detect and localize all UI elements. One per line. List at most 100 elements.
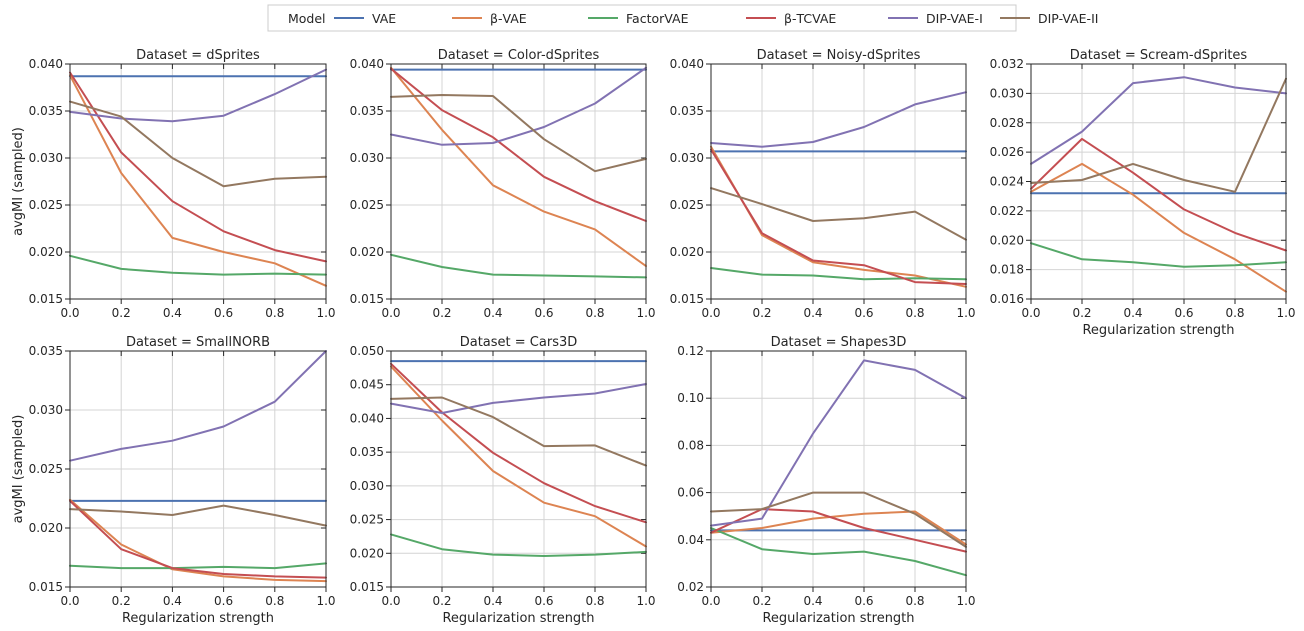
plot-frame [710,350,967,588]
series-line--vae [69,74,327,287]
series-line--tcvae [710,148,967,285]
legend-entry: DIP-VAE-I [926,11,983,26]
y-tick-label: 0.030 [670,151,704,165]
series-line--tcvae [390,67,647,222]
x-tick-label: 1.0 [316,306,335,320]
series-line--vae [69,498,327,583]
y-tick-label: 0.020 [670,245,704,259]
y-tick-label: 0.030 [29,403,63,417]
y-tick-label: 0.020 [990,233,1024,247]
y-tick-label: 0.045 [350,378,384,392]
series-line-dip-vae-i [1030,76,1287,165]
series-line-factorvae [710,267,967,281]
x-tick-label: 0.6 [534,306,553,320]
y-tick-label: 0.040 [350,411,384,425]
plot-frame [710,63,967,300]
x-tick-label: 0.4 [1123,306,1142,320]
x-tick-label: 0.0 [60,306,79,320]
y-tick-label: 0.040 [29,57,63,71]
series-line-dip-vae-i [390,383,647,414]
x-tick-label: 0.8 [905,306,924,320]
series-line-dip-vae-ii [390,396,647,467]
series-line-dip-vae-i [710,91,967,148]
y-tick-label: 0.035 [29,104,63,118]
y-tick-label: 0.035 [670,104,704,118]
series-line--tcvae [69,499,327,579]
series-line--vae [710,145,967,288]
plot-frame [390,63,647,300]
legend-entry: DIP-VAE-II [1038,11,1098,26]
y-tick-label: 0.035 [350,104,384,118]
series-line-dip-vae-i [69,68,327,123]
x-tick-label: 0.8 [265,594,284,608]
y-tick-label: 0.018 [990,263,1024,277]
y-tick-label: 0.04 [677,533,704,547]
y-tick-label: 0.015 [670,292,704,306]
y-tick-label: 0.035 [350,445,384,459]
y-tick-label: 0.032 [990,57,1024,71]
series-line--tcvae [69,71,327,263]
y-tick-label: 0.08 [677,438,704,452]
series-line--vae [390,66,647,268]
x-tick-label: 0.8 [1225,306,1244,320]
series-line-dip-vae-i [390,66,647,146]
x-axis-label: Regularization strength [442,611,594,626]
y-tick-label: 0.022 [990,204,1024,218]
series-line-dip-vae-i [69,350,327,462]
x-tick-label: 0.6 [854,594,873,608]
series-line-dip-vae-ii [69,100,327,188]
y-tick-label: 0.10 [677,391,704,405]
x-tick-label: 0.4 [803,594,822,608]
x-tick-label: 0.0 [60,594,79,608]
chart-panel: 0.015 0.020 0.025 0.030 0.035 0.0 0.2 0.4 0.6 0.8… [11,335,336,626]
x-tick-label: 1.0 [956,306,975,320]
plot-frame [69,63,327,300]
y-tick-label: 0.030 [990,86,1024,100]
series-line-factorvae [390,533,647,557]
y-tick-label: 0.020 [29,245,63,259]
x-tick-label: 0.8 [905,594,924,608]
series-line-factorvae [1030,242,1287,268]
x-tick-label: 0.6 [214,306,233,320]
series-line-dip-vae-i [710,359,967,527]
x-axis-label: Regularization strength [1082,323,1234,338]
x-tick-label: 0.2 [432,594,451,608]
series-line-dip-vae-ii [390,94,647,173]
x-tick-label: 0.0 [701,306,720,320]
x-tick-label: 0.2 [752,594,771,608]
y-tick-label: 0.030 [350,151,384,165]
plot-frame [390,350,647,588]
x-tick-label: 0.6 [854,306,873,320]
y-tick-label: 0.025 [29,198,63,212]
x-tick-label: 0.4 [483,594,502,608]
panel-title: Dataset = Color-dSprites [438,48,600,63]
chart-panel: 0.015 0.020 0.025 0.030 0.035 0.040 0.045 0.050… [350,335,656,626]
y-tick-label: 0.025 [670,198,704,212]
x-tick-label: 1.0 [636,306,655,320]
y-tick-label: 0.015 [29,580,63,594]
x-tick-label: 0.2 [112,594,131,608]
y-tick-label: 0.020 [350,245,384,259]
x-tick-label: 0.8 [265,306,284,320]
series-line-factorvae [69,562,327,570]
panel-title: Dataset = dSprites [136,48,260,63]
y-tick-label: 0.015 [350,292,384,306]
x-tick-label: 0.6 [1174,306,1193,320]
x-tick-label: 0.0 [381,306,400,320]
panel-title: Dataset = Scream-dSprites [1070,48,1248,63]
series-line-dip-vae-ii [1030,77,1287,193]
x-tick-label: 1.0 [636,594,655,608]
chart-panel: 0.016 0.018 0.020 0.022 0.024 0.026 0.028 0.030… [990,48,1296,338]
x-tick-label: 0.6 [534,594,553,608]
panel-title: Dataset = Cars3D [460,335,578,350]
series-line--tcvae [390,362,647,524]
y-tick-label: 0.028 [990,116,1024,130]
panel-title: Dataset = SmallNORB [126,335,270,350]
x-tick-label: 1.0 [956,594,975,608]
y-tick-label: 0.06 [677,486,704,500]
y-tick-label: 0.020 [350,546,384,560]
panel-title: Dataset = Shapes3D [771,335,907,350]
y-tick-label: 0.015 [29,292,63,306]
x-tick-label: 0.4 [483,306,502,320]
chart-panels: 0.015 0.020 0.025 0.030 0.035 0.040 0.0 0.2 0.4 0… [11,48,1296,626]
